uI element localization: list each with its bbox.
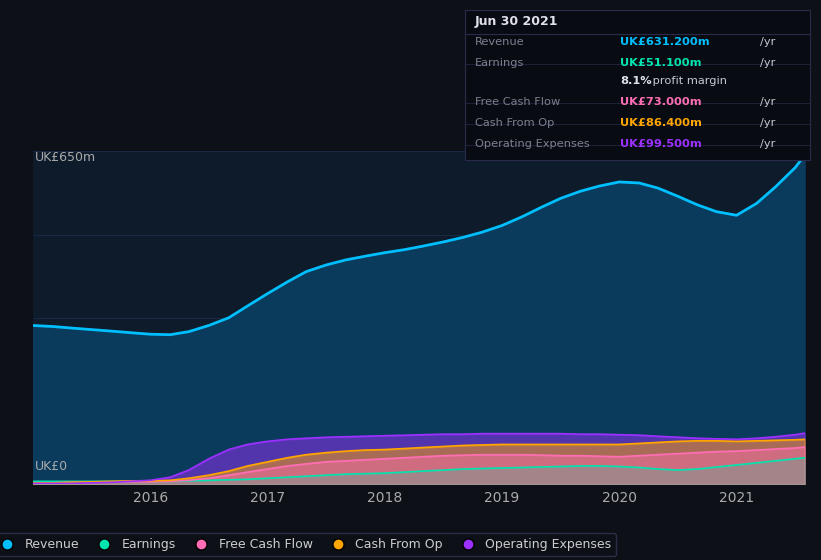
Text: UK£51.100m: UK£51.100m [620, 58, 701, 68]
Text: UK£73.000m: UK£73.000m [620, 97, 701, 107]
Text: /yr: /yr [759, 118, 775, 128]
Text: /yr: /yr [759, 37, 775, 47]
Text: Free Cash Flow: Free Cash Flow [475, 97, 560, 107]
Text: UK£0: UK£0 [34, 460, 67, 473]
Legend: Revenue, Earnings, Free Cash Flow, Cash From Op, Operating Expenses: Revenue, Earnings, Free Cash Flow, Cash … [0, 534, 617, 557]
Text: Cash From Op: Cash From Op [475, 118, 554, 128]
Text: /yr: /yr [759, 139, 775, 149]
Text: UK£99.500m: UK£99.500m [620, 139, 702, 149]
Text: profit margin: profit margin [649, 76, 727, 86]
Text: Earnings: Earnings [475, 58, 525, 68]
Text: UK£631.200m: UK£631.200m [620, 37, 709, 47]
Text: 8.1%: 8.1% [620, 76, 652, 86]
Text: /yr: /yr [759, 58, 775, 68]
Text: UK£650m: UK£650m [34, 151, 95, 164]
Text: Revenue: Revenue [475, 37, 525, 47]
Text: UK£86.400m: UK£86.400m [620, 118, 702, 128]
Text: Operating Expenses: Operating Expenses [475, 139, 589, 149]
Text: Jun 30 2021: Jun 30 2021 [475, 15, 558, 27]
Text: /yr: /yr [759, 97, 775, 107]
